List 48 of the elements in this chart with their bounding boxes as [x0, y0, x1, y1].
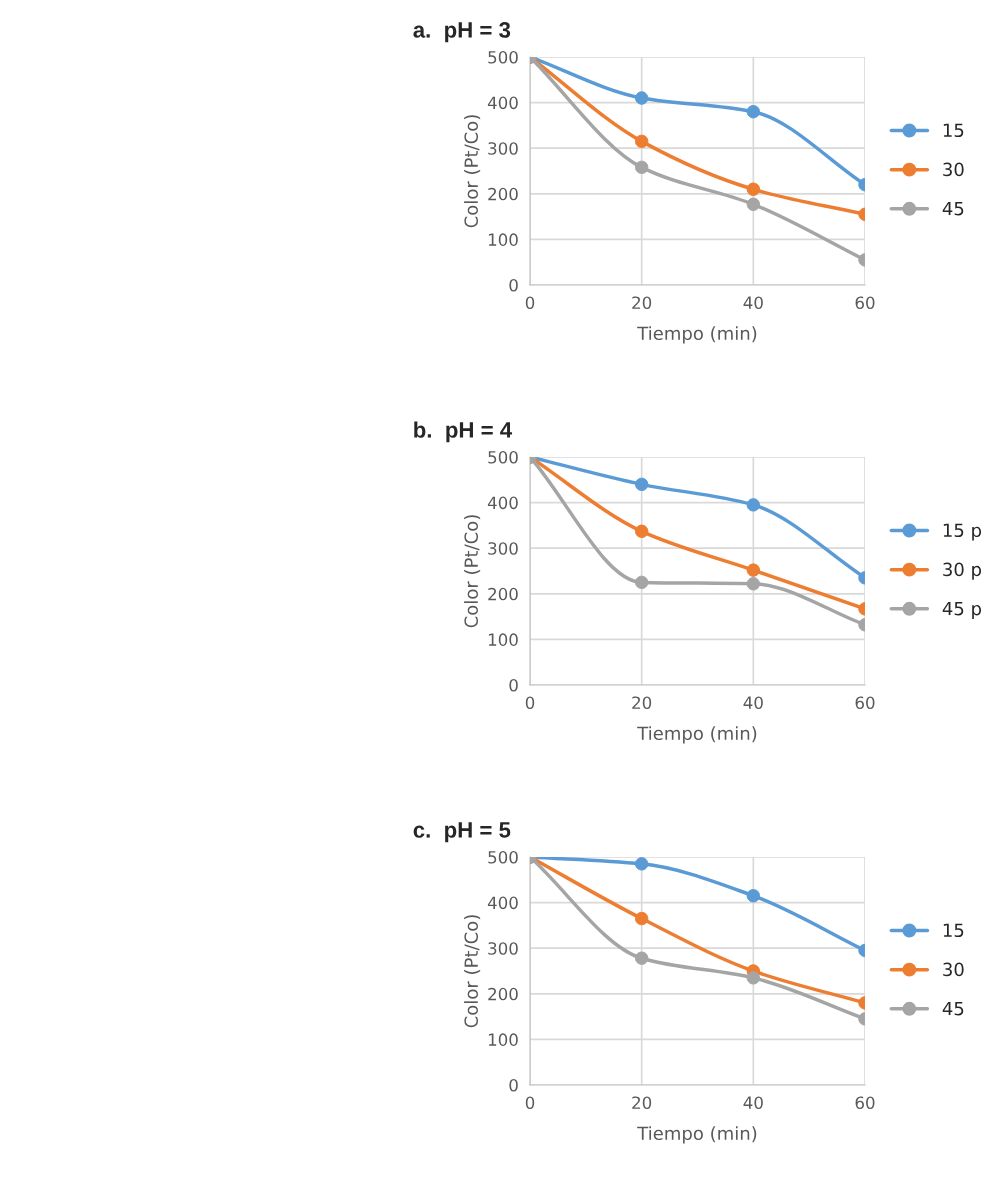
- x-tick-label: 0: [525, 696, 535, 710]
- x-tick-label: 40: [743, 696, 763, 710]
- y-tick-label: 0: [509, 678, 518, 692]
- x-tick-label: 60: [855, 696, 875, 710]
- legend-label: 30: [943, 162, 964, 177]
- x-tick-label: 60: [855, 1096, 875, 1110]
- legend-label: 45: [942, 1001, 964, 1016]
- y-tick-label: 400: [487, 896, 518, 910]
- y-tick-label: 500: [488, 50, 518, 64]
- legend-label: 30: [943, 962, 964, 977]
- y-tick-label: 300: [488, 942, 518, 955]
- legend-label: 45: [942, 201, 964, 216]
- y-tick-label: 0: [509, 1078, 518, 1092]
- legend-label: 30 p: [943, 562, 982, 580]
- y-tick-label: 300: [488, 142, 518, 155]
- x-tick-label: 20: [632, 696, 652, 710]
- y-tick-label: 200: [488, 187, 518, 201]
- y-tick-label: 400: [487, 96, 518, 110]
- y-axis-title: Color (Pt/Co): [464, 515, 481, 628]
- x-tick-label: 40: [743, 296, 763, 310]
- x-tick-label: 60: [855, 296, 875, 310]
- y-tick-label: 200: [488, 987, 518, 1001]
- chart-title: c. pH = 5: [413, 822, 511, 843]
- y-tick-label: 0: [509, 278, 518, 292]
- x-tick-label: 0: [525, 296, 535, 310]
- legend-label: 15 p: [943, 523, 982, 541]
- y-tick-label: 500: [488, 850, 518, 864]
- y-tick-label: 500: [488, 450, 518, 464]
- chart-title: b. pH = 4: [414, 421, 513, 443]
- legend-label: 45 p: [942, 601, 982, 619]
- x-tick-label: 20: [632, 1096, 652, 1110]
- x-tick-label: 20: [632, 296, 652, 310]
- y-tick-label: 100: [488, 633, 518, 646]
- y-tick-label: 300: [488, 542, 518, 555]
- x-tick-label: 40: [743, 1096, 763, 1110]
- y-tick-label: 200: [488, 587, 518, 601]
- x-axis-title: Tiempo (min): [637, 726, 757, 744]
- y-axis-title: Color (Pt/Co): [464, 115, 481, 228]
- x-axis-title: Tiempo (min): [637, 326, 757, 344]
- legend-label: 15: [943, 123, 964, 138]
- y-axis-title: Color (Pt/Co): [464, 915, 481, 1028]
- x-tick-label: 0: [525, 1096, 535, 1110]
- legend-label: 15: [943, 923, 964, 938]
- x-axis-title: Tiempo (min): [637, 1126, 757, 1144]
- y-tick-label: 100: [488, 233, 518, 246]
- y-tick-label: 400: [487, 496, 518, 510]
- y-tick-label: 100: [488, 1033, 518, 1046]
- chart-title: a. pH = 3: [413, 22, 511, 43]
